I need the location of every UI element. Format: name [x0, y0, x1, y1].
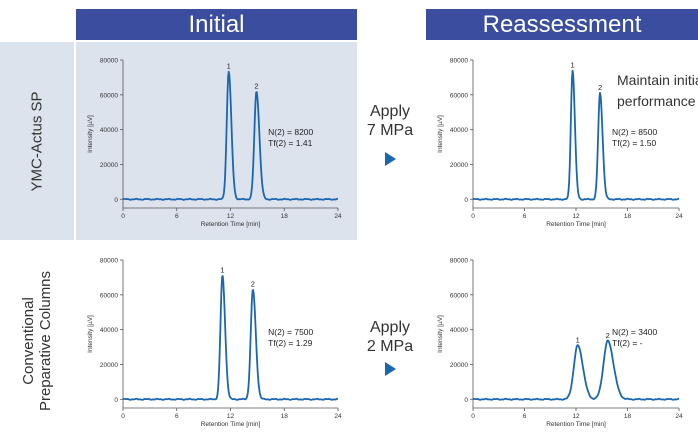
chromatogram-trace	[472, 69, 680, 201]
y-axis-label: Intensity [µV]	[437, 315, 444, 353]
x-tick-label: 24	[675, 413, 683, 420]
peak-label: 1	[220, 266, 224, 275]
row-label-band-bottom	[0, 242, 74, 440]
stat-theoretical-plates: N(2) = 8500	[612, 127, 657, 137]
stat-tailing-factor: Tf(2) = 1.41	[268, 138, 312, 148]
x-axis-label: Retention Time [min]	[546, 221, 606, 228]
y-axis-label: Intensity [µV]	[87, 115, 94, 153]
x-tick-label: 0	[121, 413, 125, 420]
chromatogram-trace	[472, 339, 680, 401]
peak-label: 2	[598, 83, 602, 92]
x-tick-label: 0	[471, 213, 475, 220]
x-tick-label: 6	[523, 413, 527, 420]
x-tick-label: 18	[624, 413, 632, 420]
x-axis-label: Retention Time [min]	[201, 421, 261, 428]
x-axis-label: Retention Time [min]	[546, 421, 606, 428]
peak-label: 1	[576, 335, 580, 344]
arrow-right-icon	[385, 362, 396, 376]
y-tick-label: 40000	[450, 327, 468, 334]
transition-top-line1: Apply	[369, 103, 411, 120]
panel-background	[426, 42, 698, 240]
y-tick-label: 60000	[450, 92, 468, 99]
y-tick-label: 60000	[100, 92, 118, 99]
header-initial: Initial	[76, 9, 357, 40]
transition-bottom-line1: Apply	[369, 319, 411, 336]
x-tick-label: 6	[175, 413, 179, 420]
transition-bottom-line2: 2 MPa	[366, 338, 414, 355]
annotation-line2: performance	[617, 93, 696, 109]
y-tick-label: 20000	[100, 162, 118, 169]
y-tick-label: 0	[464, 397, 468, 404]
row-label-conventional-text: Conventional Preparative Columns	[20, 271, 54, 411]
y-tick-label: 0	[464, 197, 468, 204]
row-label-ymc: YMC-Actus SP	[0, 42, 74, 240]
header-reassessment: Reassessment	[426, 9, 698, 40]
chromatogram-trace	[122, 275, 339, 401]
row-label-conventional: Conventional Preparative Columns	[0, 242, 74, 440]
y-tick-label: 20000	[100, 362, 118, 369]
row-label-ymc-text: YMC-Actus SP	[28, 90, 46, 192]
y-tick-label: 80000	[450, 58, 468, 65]
transition-top: Apply 7 MPa	[356, 102, 424, 140]
transition-bottom: Apply 2 MPa	[356, 318, 424, 356]
peak-label: 2	[606, 331, 610, 340]
x-tick-label: 18	[624, 213, 632, 220]
y-tick-label: 40000	[100, 127, 118, 134]
panel-background	[76, 42, 357, 240]
chromatogram-trace	[122, 70, 339, 201]
x-tick-label: 24	[675, 213, 683, 220]
x-tick-label: 0	[471, 413, 475, 420]
x-tick-label: 6	[175, 213, 179, 220]
x-axis-label: Retention Time [min]	[201, 221, 261, 228]
y-tick-label: 60000	[100, 292, 118, 299]
row-label-band-top	[0, 42, 74, 240]
peak-label: 1	[570, 60, 574, 69]
y-tick-label: 0	[114, 397, 118, 404]
row-label-conventional-line1: Conventional	[20, 297, 37, 385]
x-tick-label: 12	[227, 413, 235, 420]
x-tick-label: 0	[121, 213, 125, 220]
transition-top-line2: 7 MPa	[366, 122, 414, 139]
y-tick-label: 40000	[450, 127, 468, 134]
y-axis-label: Intensity [µV]	[437, 115, 444, 153]
y-tick-label: 80000	[100, 58, 118, 65]
x-tick-label: 12	[227, 213, 235, 220]
row-label-conventional-line2: Preparative Columns	[37, 270, 54, 412]
x-tick-label: 12	[572, 413, 580, 420]
panel-background	[76, 242, 357, 440]
peak-label: 2	[254, 81, 258, 90]
stat-tailing-factor: Tf(2) = 1.29	[268, 338, 312, 348]
x-tick-label: 6	[523, 213, 527, 220]
peak-label: 1	[227, 61, 231, 70]
stat-tailing-factor: Tf(2) = -	[612, 338, 643, 348]
x-tick-label: 12	[572, 213, 580, 220]
x-tick-label: 18	[281, 213, 289, 220]
y-tick-label: 40000	[100, 327, 118, 334]
y-tick-label: 20000	[450, 162, 468, 169]
y-axis-label: Intensity [µV]	[87, 315, 94, 353]
x-tick-label: 24	[334, 213, 342, 220]
stat-theoretical-plates: N(2) = 7500	[268, 327, 313, 337]
arrow-right-icon	[385, 152, 396, 166]
y-tick-label: 80000	[450, 258, 468, 265]
y-tick-label: 60000	[450, 292, 468, 299]
stat-theoretical-plates: N(2) = 3400	[612, 327, 657, 337]
y-tick-label: 20000	[450, 362, 468, 369]
y-tick-label: 0	[114, 197, 118, 204]
peak-label: 2	[251, 280, 255, 289]
y-tick-label: 80000	[100, 258, 118, 265]
annotation-line1: Maintain initial	[617, 72, 698, 88]
stat-theoretical-plates: N(2) = 8200	[268, 127, 313, 137]
stat-tailing-factor: Tf(2) = 1.50	[612, 138, 656, 148]
panel-background	[426, 242, 698, 440]
x-tick-label: 18	[281, 413, 289, 420]
annotation-maintain-performance: Maintain initial performance	[617, 70, 698, 112]
x-tick-label: 24	[334, 413, 342, 420]
